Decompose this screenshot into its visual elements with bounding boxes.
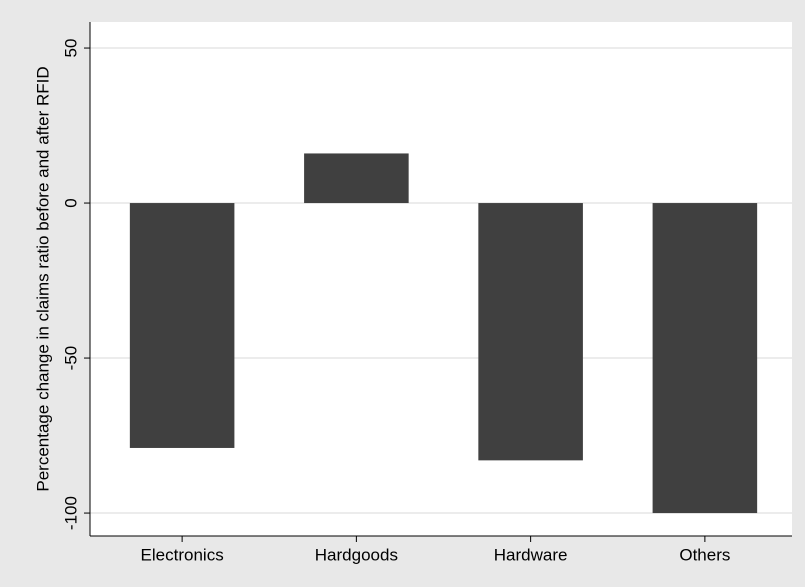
x-tick-label: Hardgoods bbox=[315, 545, 398, 564]
bar bbox=[652, 203, 758, 514]
y-tick-label: -100 bbox=[61, 496, 80, 530]
x-tick-label: Hardware bbox=[494, 545, 568, 564]
x-tick-label: Electronics bbox=[141, 545, 224, 564]
y-axis-title: Percentage change in claims ratio before… bbox=[33, 66, 52, 491]
y-tick-label: 0 bbox=[61, 198, 80, 207]
bar bbox=[129, 203, 235, 448]
x-tick-label: Others bbox=[679, 545, 730, 564]
y-tick-label: -50 bbox=[61, 346, 80, 371]
bar bbox=[304, 153, 409, 204]
bar bbox=[478, 203, 583, 461]
y-tick-label: 50 bbox=[61, 39, 80, 58]
